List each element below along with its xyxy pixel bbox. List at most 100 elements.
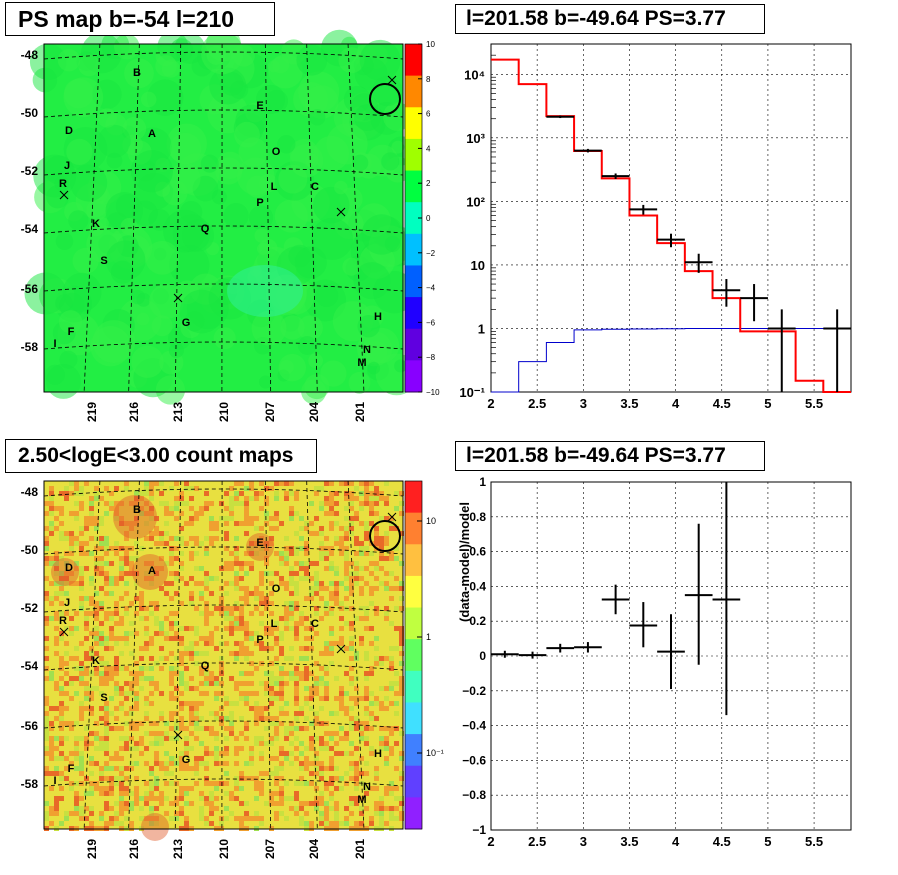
count-pixel: [114, 776, 119, 781]
count-pixel: [359, 566, 364, 571]
count-pixel: [174, 516, 179, 521]
count-pixel: [119, 621, 124, 626]
count-pixel: [74, 666, 79, 671]
count-pixel: [74, 511, 79, 516]
ps-map-patch: [148, 283, 185, 320]
count-pixel: [319, 651, 324, 656]
count-pixel: [279, 711, 284, 716]
count-pixel: [174, 696, 179, 701]
count-pixel: [299, 751, 304, 756]
count-pixel: [244, 671, 249, 676]
count-pixel: [124, 481, 129, 486]
count-pixel: [304, 821, 309, 826]
count-pixel: [319, 586, 324, 591]
count-pixel: [314, 751, 319, 756]
count-pixel: [269, 516, 274, 521]
count-pixel: [194, 716, 199, 721]
count-pixel: [119, 706, 124, 711]
count-pixel: [269, 696, 274, 701]
count-pixel: [334, 801, 339, 806]
count-pixel: [374, 561, 379, 566]
count-pixel: [94, 546, 99, 551]
count-pixel: [224, 696, 229, 701]
count-pixel: [244, 511, 249, 516]
count-pixel: [244, 586, 249, 591]
y-tick-label: 1: [479, 475, 486, 489]
count-pixel: [184, 541, 189, 546]
count-pixel: [279, 811, 284, 816]
count-pixel: [359, 586, 364, 591]
count-pixel: [109, 561, 114, 566]
count-pixel: [174, 686, 179, 691]
spectrum-frame: [490, 43, 852, 393]
count-pixel: [134, 491, 139, 496]
count-pixel: [64, 561, 69, 566]
count-pixel: [164, 521, 169, 526]
count-pixel: [99, 566, 104, 571]
count-pixel: [269, 671, 274, 676]
count-pixel: [99, 671, 104, 676]
count-pixel: [309, 821, 314, 826]
count-pixel: [369, 751, 374, 756]
count-pixel: [174, 506, 179, 511]
count-pixel: [379, 686, 384, 691]
count-pixel: [259, 536, 264, 541]
count-pixel: [184, 766, 189, 771]
count-pixel: [389, 596, 394, 601]
count-pixel: [394, 796, 399, 801]
y-tick-label: −0.2: [462, 684, 486, 698]
count-pixel: [104, 731, 109, 736]
count-pixel: [254, 701, 259, 706]
count-pixel: [184, 786, 189, 791]
count-pixel: [169, 676, 174, 681]
count-pixel: [179, 561, 184, 566]
count-pixel: [364, 521, 369, 526]
count-pixel: [179, 636, 184, 641]
count-pixel: [324, 691, 329, 696]
count-pixel: [219, 596, 224, 601]
count-pixel: [369, 691, 374, 696]
count-pixel: [269, 796, 274, 801]
count-pixel: [334, 711, 339, 716]
ps-map-patch: [66, 138, 93, 165]
count-pixel: [109, 611, 114, 616]
count-pixel: [229, 501, 234, 506]
count-pixel: [204, 776, 209, 781]
count-pixel: [399, 811, 404, 816]
count-pixel: [209, 781, 214, 786]
count-pixel: [129, 521, 134, 526]
count-pixel: [249, 496, 254, 501]
count-pixel: [379, 726, 384, 731]
ps-map-patch: [320, 360, 347, 387]
count-pixel: [289, 806, 294, 811]
count-pixel: [194, 516, 199, 521]
count-pixel: [329, 766, 334, 771]
count-pixel: [124, 791, 129, 796]
count-pixel: [49, 491, 54, 496]
count-pixel: [289, 571, 294, 576]
count-pixel: [364, 481, 369, 486]
ps-map-patch: [213, 327, 236, 350]
count-pixel: [269, 601, 274, 606]
count-pixel: [79, 681, 84, 686]
count-pixel: [279, 681, 284, 686]
count-pixel: [259, 781, 264, 786]
count-pixel: [64, 551, 69, 556]
count-pixel: [319, 546, 324, 551]
count-pixel: [314, 491, 319, 496]
ps-map-patch: [32, 67, 58, 93]
count-pixel: [59, 586, 64, 591]
count-pixel: [229, 796, 234, 801]
longitude-gridline: [264, 43, 272, 393]
count-pixel: [399, 596, 404, 601]
count-pixel: [69, 481, 74, 486]
count-pixel: [354, 821, 359, 826]
count-pixel: [219, 706, 224, 711]
y-tick-label: 0.4: [469, 579, 486, 593]
count-pixel: [174, 636, 179, 641]
count-pixel: [149, 681, 154, 686]
count-pixel: [244, 721, 249, 726]
count-pixel: [114, 641, 119, 646]
count-pixel: [199, 581, 204, 586]
count-pixel: [49, 806, 54, 811]
